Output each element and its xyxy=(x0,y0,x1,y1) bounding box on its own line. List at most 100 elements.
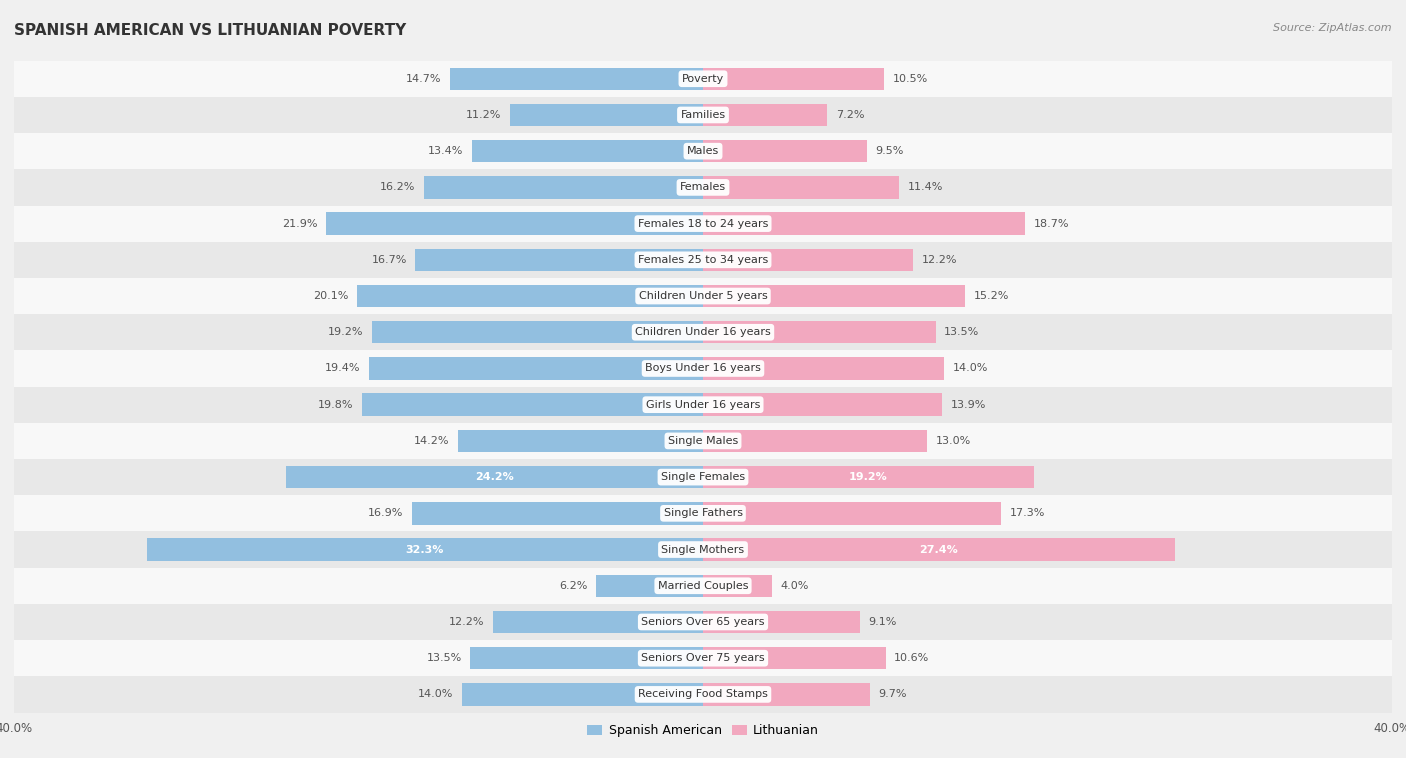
Bar xyxy=(461,683,703,706)
Text: 6.2%: 6.2% xyxy=(560,581,588,590)
Text: Females 25 to 34 years: Females 25 to 34 years xyxy=(638,255,768,265)
Text: 13.9%: 13.9% xyxy=(950,399,987,409)
Text: 13.4%: 13.4% xyxy=(429,146,464,156)
Bar xyxy=(703,140,866,162)
Text: 13.0%: 13.0% xyxy=(935,436,970,446)
Bar xyxy=(458,430,703,452)
Bar xyxy=(703,466,1033,488)
Text: Single Mothers: Single Mothers xyxy=(661,544,745,555)
Text: 4.0%: 4.0% xyxy=(780,581,808,590)
Bar xyxy=(357,285,703,307)
Bar xyxy=(14,169,1392,205)
Bar xyxy=(703,212,1025,235)
Bar xyxy=(287,466,703,488)
Text: 10.5%: 10.5% xyxy=(893,74,928,83)
Text: 21.9%: 21.9% xyxy=(281,218,318,229)
Text: Boys Under 16 years: Boys Under 16 years xyxy=(645,364,761,374)
Text: 18.7%: 18.7% xyxy=(1033,218,1069,229)
Bar xyxy=(703,683,870,706)
Text: 14.2%: 14.2% xyxy=(415,436,450,446)
Text: 15.2%: 15.2% xyxy=(973,291,1008,301)
Bar xyxy=(14,495,1392,531)
Bar xyxy=(14,61,1392,97)
Bar xyxy=(415,249,703,271)
Bar xyxy=(703,647,886,669)
Text: 12.2%: 12.2% xyxy=(449,617,484,627)
Bar xyxy=(14,97,1392,133)
Text: Receiving Food Stamps: Receiving Food Stamps xyxy=(638,690,768,700)
Text: 14.7%: 14.7% xyxy=(406,74,441,83)
Text: 19.2%: 19.2% xyxy=(849,472,887,482)
Bar xyxy=(14,242,1392,278)
Bar xyxy=(703,104,827,126)
Text: 17.3%: 17.3% xyxy=(1010,509,1045,518)
Text: Girls Under 16 years: Girls Under 16 years xyxy=(645,399,761,409)
Bar xyxy=(373,321,703,343)
Text: 24.2%: 24.2% xyxy=(475,472,515,482)
Text: 12.2%: 12.2% xyxy=(922,255,957,265)
Bar xyxy=(450,67,703,90)
Legend: Spanish American, Lithuanian: Spanish American, Lithuanian xyxy=(582,719,824,742)
Text: Males: Males xyxy=(688,146,718,156)
Bar xyxy=(146,538,703,561)
Text: 32.3%: 32.3% xyxy=(406,544,444,555)
Text: 27.4%: 27.4% xyxy=(920,544,959,555)
Bar xyxy=(14,278,1392,314)
Bar xyxy=(703,67,884,90)
Bar xyxy=(703,285,965,307)
Text: 14.0%: 14.0% xyxy=(953,364,988,374)
Text: Poverty: Poverty xyxy=(682,74,724,83)
Text: Children Under 5 years: Children Under 5 years xyxy=(638,291,768,301)
Bar xyxy=(14,531,1392,568)
Bar xyxy=(361,393,703,416)
Text: SPANISH AMERICAN VS LITHUANIAN POVERTY: SPANISH AMERICAN VS LITHUANIAN POVERTY xyxy=(14,23,406,38)
Bar xyxy=(703,249,912,271)
Text: Single Fathers: Single Fathers xyxy=(664,509,742,518)
Text: 19.2%: 19.2% xyxy=(328,327,364,337)
Text: 19.4%: 19.4% xyxy=(325,364,360,374)
Text: 9.7%: 9.7% xyxy=(879,690,907,700)
Text: Seniors Over 65 years: Seniors Over 65 years xyxy=(641,617,765,627)
Bar xyxy=(703,393,942,416)
Text: 16.2%: 16.2% xyxy=(380,183,415,193)
Text: 16.7%: 16.7% xyxy=(371,255,406,265)
Bar xyxy=(703,321,935,343)
Bar xyxy=(425,176,703,199)
Bar xyxy=(368,357,703,380)
Text: 9.1%: 9.1% xyxy=(869,617,897,627)
Bar xyxy=(703,538,1175,561)
Text: 19.8%: 19.8% xyxy=(318,399,353,409)
Bar xyxy=(703,502,1001,525)
Bar xyxy=(14,640,1392,676)
Text: Females 18 to 24 years: Females 18 to 24 years xyxy=(638,218,768,229)
Text: 11.4%: 11.4% xyxy=(908,183,943,193)
Bar xyxy=(703,357,945,380)
Text: 14.0%: 14.0% xyxy=(418,690,453,700)
Bar xyxy=(471,647,703,669)
Text: Families: Families xyxy=(681,110,725,120)
Bar xyxy=(14,205,1392,242)
Text: Single Males: Single Males xyxy=(668,436,738,446)
Bar xyxy=(14,133,1392,169)
Bar xyxy=(494,611,703,633)
Text: 20.1%: 20.1% xyxy=(312,291,349,301)
Text: 10.6%: 10.6% xyxy=(894,653,929,663)
Text: Children Under 16 years: Children Under 16 years xyxy=(636,327,770,337)
Text: Females: Females xyxy=(681,183,725,193)
Bar xyxy=(14,459,1392,495)
Text: 7.2%: 7.2% xyxy=(835,110,865,120)
Bar xyxy=(703,176,900,199)
Text: 9.5%: 9.5% xyxy=(875,146,904,156)
Text: 13.5%: 13.5% xyxy=(945,327,980,337)
Bar xyxy=(472,140,703,162)
Text: Single Females: Single Females xyxy=(661,472,745,482)
Bar xyxy=(14,423,1392,459)
Bar xyxy=(14,350,1392,387)
Bar xyxy=(510,104,703,126)
Bar xyxy=(14,604,1392,640)
Bar xyxy=(703,611,859,633)
Bar xyxy=(14,314,1392,350)
Text: 13.5%: 13.5% xyxy=(426,653,461,663)
Text: Seniors Over 75 years: Seniors Over 75 years xyxy=(641,653,765,663)
Text: 11.2%: 11.2% xyxy=(467,110,502,120)
